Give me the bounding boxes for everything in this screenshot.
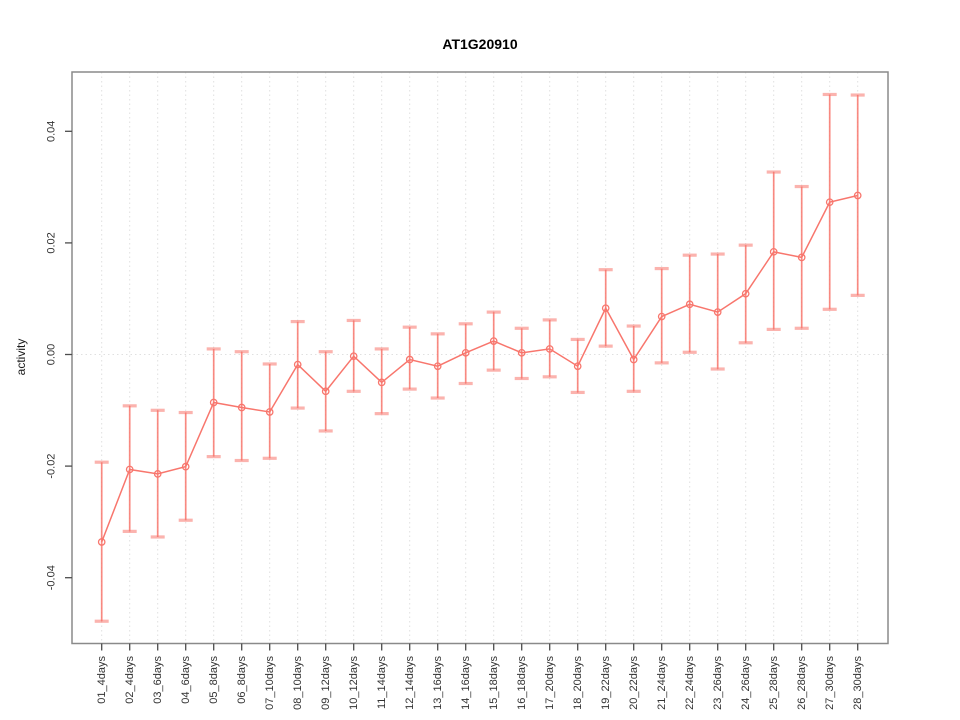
data-series bbox=[94, 92, 865, 623]
x-tick-label: 07_10days bbox=[264, 656, 276, 710]
x-tick-label: 12_14days bbox=[404, 656, 416, 710]
data-point bbox=[769, 247, 778, 256]
error-bar bbox=[374, 347, 389, 416]
data-point bbox=[825, 198, 834, 207]
x-tick-label: 16_18days bbox=[516, 656, 528, 710]
error-bar bbox=[654, 266, 669, 365]
data-point bbox=[377, 378, 386, 387]
y-axis-title: activity bbox=[14, 339, 28, 376]
data-point bbox=[461, 348, 470, 357]
x-tick-label: 24_26days bbox=[740, 656, 752, 710]
x-tick-label: 20_22days bbox=[628, 656, 640, 710]
x-tick-label: 09_12days bbox=[320, 656, 332, 710]
data-point bbox=[545, 345, 554, 353]
y-tick-label: -0.04 bbox=[46, 565, 58, 590]
y-tick-label: 0.04 bbox=[46, 121, 58, 142]
data-point bbox=[741, 289, 750, 298]
x-tick-label: 25_28days bbox=[768, 656, 780, 710]
x-tick-label: 08_10days bbox=[292, 656, 304, 710]
x-tick-label: 21_24days bbox=[656, 656, 668, 710]
x-tick-label: 18_20days bbox=[572, 656, 584, 710]
error-bar bbox=[850, 93, 865, 297]
data-point bbox=[209, 398, 218, 407]
y-tick-label: 0.00 bbox=[46, 344, 58, 365]
plot-border bbox=[71, 71, 889, 645]
data-point bbox=[713, 308, 722, 316]
error-bar bbox=[766, 170, 781, 331]
data-point bbox=[433, 362, 442, 371]
data-point bbox=[97, 538, 106, 546]
x-tick-label: 28_30days bbox=[852, 656, 864, 710]
x-tick-label: 13_16days bbox=[432, 656, 444, 710]
data-point bbox=[405, 355, 414, 364]
x-tick-label: 10_12days bbox=[348, 656, 360, 710]
data-point bbox=[797, 253, 806, 262]
data-point bbox=[349, 352, 358, 361]
data-point bbox=[181, 462, 190, 471]
x-tick-label: 27_30days bbox=[824, 656, 836, 710]
x-tick-label: 26_28days bbox=[796, 656, 808, 710]
x-tick-label: 17_20days bbox=[544, 656, 556, 710]
data-point bbox=[265, 408, 274, 416]
data-point bbox=[321, 387, 330, 396]
data-point bbox=[853, 191, 862, 200]
x-tick-label: 14_16days bbox=[460, 656, 472, 710]
plot-box bbox=[71, 71, 889, 645]
x-tick-label: 01_4days bbox=[96, 656, 108, 704]
x-tick-label: 06_8days bbox=[236, 656, 248, 704]
error-bar bbox=[122, 404, 137, 533]
data-point bbox=[685, 300, 694, 309]
data-point bbox=[293, 360, 302, 369]
data-point bbox=[601, 304, 610, 313]
axes: -0.04 -0.02 0.00 0.02 0.04 01_4days 02_4days 03… bbox=[46, 121, 865, 710]
data-point bbox=[125, 465, 134, 474]
data-point bbox=[517, 348, 526, 357]
data-point bbox=[573, 362, 582, 371]
error-bar bbox=[458, 322, 473, 386]
x-tick-label: 15_18days bbox=[488, 656, 500, 710]
error-bar bbox=[234, 350, 249, 463]
series-line bbox=[101, 194, 858, 543]
x-tick-label: 02_4days bbox=[124, 656, 136, 704]
x-tick-label: 11_14days bbox=[376, 656, 388, 710]
x-tick-label: 23_26days bbox=[712, 656, 724, 710]
y-tick-label: 0.02 bbox=[46, 232, 58, 253]
data-point bbox=[629, 355, 638, 364]
data-point bbox=[153, 470, 162, 478]
data-point bbox=[237, 403, 246, 412]
x-tick-label: 05_8days bbox=[208, 656, 220, 704]
error-bar bbox=[402, 325, 417, 391]
x-tick-label: 03_6days bbox=[152, 656, 164, 704]
data-point bbox=[489, 337, 498, 345]
x-tick-label: 04_6days bbox=[180, 656, 192, 704]
chart-title: AT1G20910 bbox=[442, 36, 517, 52]
y-tick-label: -0.02 bbox=[46, 454, 58, 479]
x-tick-label: 22_24days bbox=[684, 656, 696, 710]
x-tick-label: 19_22days bbox=[600, 656, 612, 710]
gridlines bbox=[72, 72, 888, 644]
data-point bbox=[657, 312, 666, 321]
